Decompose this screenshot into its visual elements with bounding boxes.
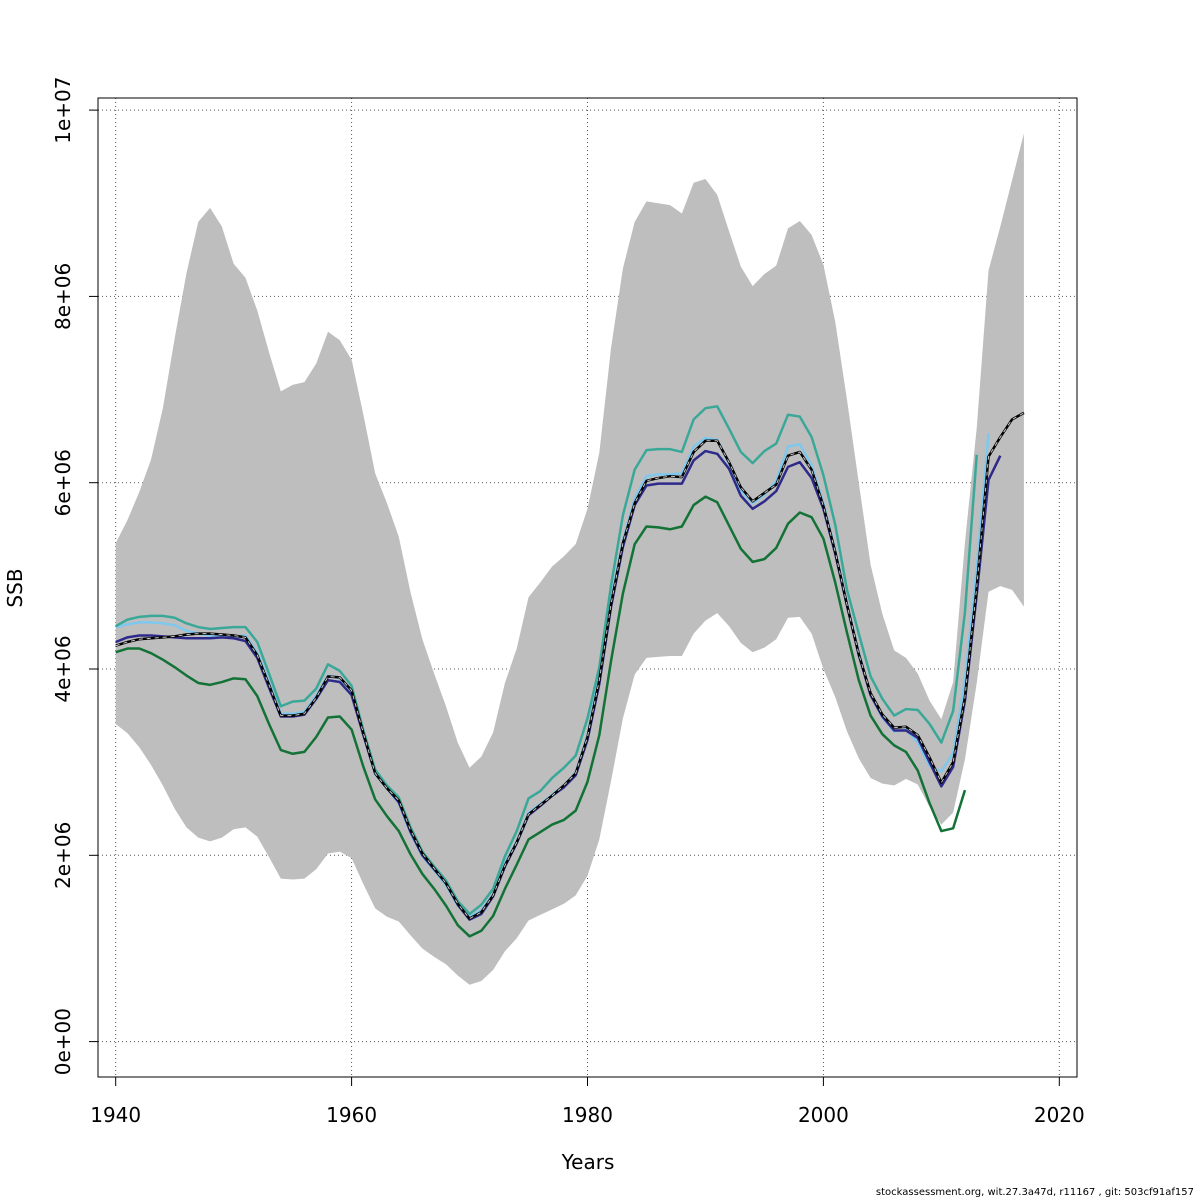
x-tick-label-2020: 2020 — [1034, 1103, 1085, 1127]
y-axis-label: SSB — [3, 568, 27, 607]
confidence-band-layer — [115, 133, 1024, 985]
main-estimate-layer — [115, 411, 1025, 920]
series-line-2 — [115, 405, 978, 916]
y-tick-label-3: 6e+06 — [51, 449, 75, 516]
x-tick-label-1980: 1980 — [562, 1103, 613, 1127]
x-tick-label-1940: 1940 — [90, 1103, 141, 1127]
x-tick-label-1960: 1960 — [326, 1103, 377, 1127]
y-tick-label-2: 4e+06 — [51, 635, 75, 702]
footer-source: stockassessment.org, wit.27.3a47d, r1116… — [875, 1187, 1194, 1198]
series-line-4 — [115, 495, 967, 938]
y-tick-label-5: 1e+07 — [51, 76, 75, 143]
y-axis: 0e+00 2e+06 4e+06 6e+06 8e+06 1e+07 — [51, 76, 99, 1075]
main-estimate-dash — [115, 412, 1025, 920]
x-axis: 1940 1960 1980 2000 2020 — [90, 1076, 1085, 1127]
y-tick-label-4: 8e+06 — [51, 263, 75, 330]
confidence-band — [115, 133, 1024, 985]
x-axis-label: Years — [561, 1150, 615, 1174]
x-tick-label-2000: 2000 — [798, 1103, 849, 1127]
y-tick-label-1: 2e+06 — [51, 822, 75, 889]
y-tick-label-0: 0e+00 — [51, 1008, 75, 1075]
